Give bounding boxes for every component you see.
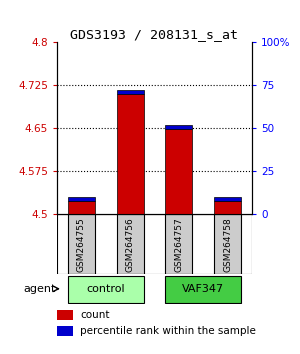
Text: agent: agent [24,284,56,294]
Bar [214,201,241,214]
Text: control: control [86,284,125,294]
Bar [68,276,143,303]
Bar [214,214,241,274]
Bar [68,197,95,201]
Bar [166,276,241,303]
Title: GDS3193 / 208131_s_at: GDS3193 / 208131_s_at [70,28,239,41]
Bar [57,326,73,336]
Text: GSM264755: GSM264755 [77,217,86,272]
Bar [117,94,143,214]
Bar [117,214,143,274]
Text: GSM264758: GSM264758 [223,217,232,272]
Text: percentile rank within the sample: percentile rank within the sample [80,326,256,336]
Bar [117,90,143,94]
Bar [68,214,95,274]
Bar [68,201,95,214]
Bar [214,197,241,201]
Text: GSM264756: GSM264756 [126,217,135,272]
Bar [166,125,192,130]
Bar [166,130,192,214]
Text: count: count [80,310,110,320]
Text: GSM264757: GSM264757 [174,217,183,272]
Bar [166,214,192,274]
Text: VAF347: VAF347 [182,284,224,294]
Bar [57,310,73,320]
